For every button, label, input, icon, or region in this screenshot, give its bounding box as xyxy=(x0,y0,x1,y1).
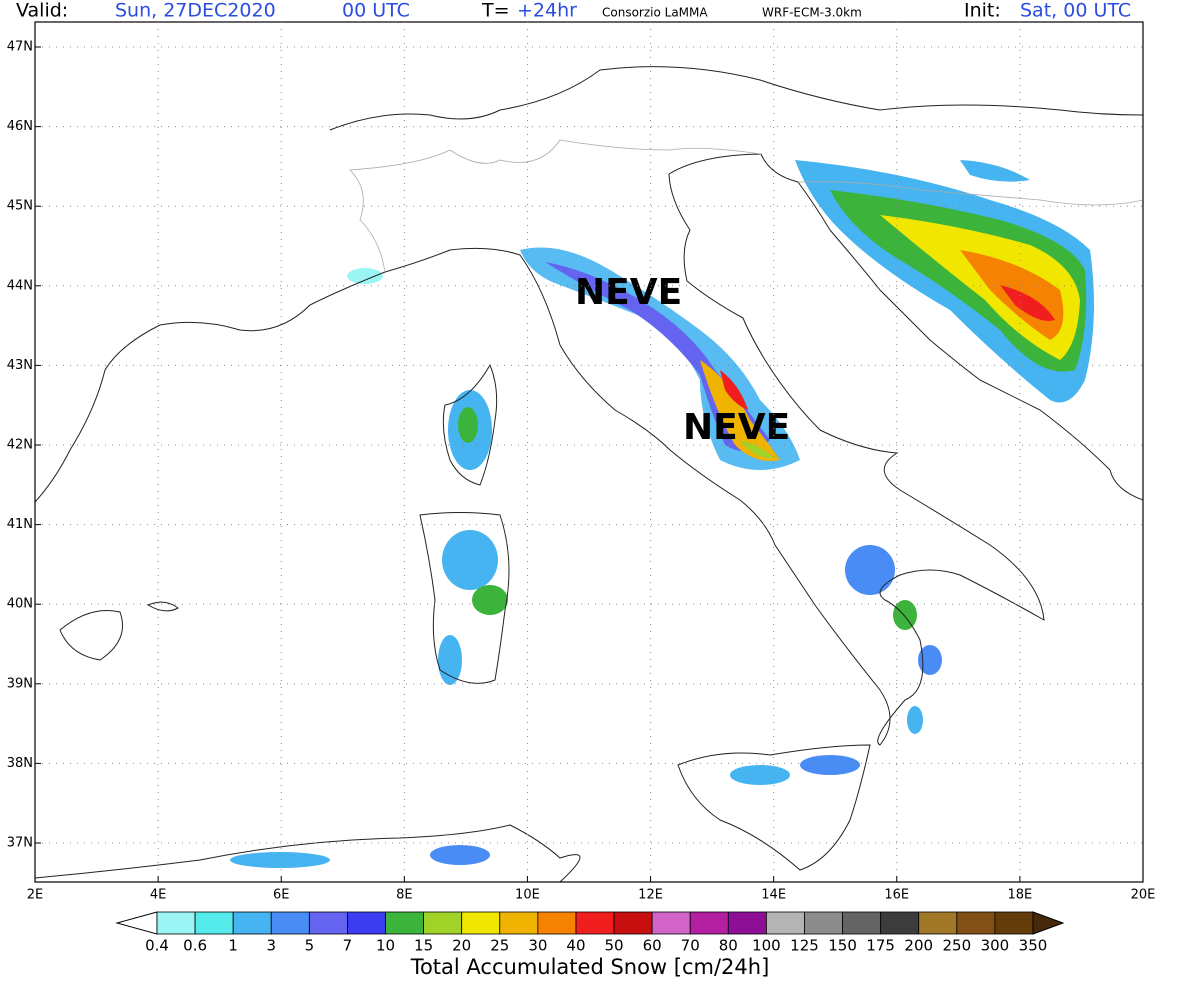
colorbar-label: 0.6 xyxy=(183,937,207,955)
lon-label: 14E xyxy=(761,888,786,903)
colorbar-label: 5 xyxy=(305,937,315,955)
colorbar-box xyxy=(880,911,920,935)
colorbar-label: 175 xyxy=(866,937,895,955)
colorbar-label: 20 xyxy=(452,937,471,955)
colorbar-label: 100 xyxy=(752,937,781,955)
map: NEVE NEVE 47N 46N 45N 44N 43N 42N 41N 40N 39N 38N… xyxy=(7,21,1156,903)
colorbar-box xyxy=(613,911,653,935)
colorbar-under xyxy=(115,911,158,935)
colorbar-label: 40 xyxy=(566,937,585,955)
colorbar-label: 300 xyxy=(981,937,1010,955)
colorbar-label: 250 xyxy=(943,937,972,955)
colorbar-box xyxy=(651,911,691,935)
valid-hour: 00 UTC xyxy=(342,0,410,22)
colorbar-label: 200 xyxy=(904,937,933,955)
colorbar-box xyxy=(347,911,386,935)
lat-label: 38N xyxy=(7,756,33,771)
lon-label: 12E xyxy=(638,888,663,903)
colorbar-box xyxy=(918,911,958,935)
colorbar-box xyxy=(994,911,1034,935)
colorbar-label: 150 xyxy=(828,937,857,955)
lon-label: 20E xyxy=(1131,888,1156,903)
lon-label: 16E xyxy=(884,888,909,903)
colorbar-box xyxy=(689,911,729,935)
colorbar-label: 1 xyxy=(228,937,238,955)
lead-label: T= xyxy=(481,0,510,22)
lat-label: 46N xyxy=(7,119,33,134)
lat-label: 42N xyxy=(7,438,33,453)
lat-label: 41N xyxy=(7,517,33,532)
colorbar-box xyxy=(499,911,539,935)
colorbar-label: 10 xyxy=(376,937,395,955)
colorbar-box xyxy=(842,911,882,935)
colorbar-box xyxy=(423,911,463,935)
colorbar-label: 25 xyxy=(490,937,509,955)
annotation: NEVE xyxy=(683,407,790,448)
snow-field xyxy=(230,160,1094,868)
lat-label: 39N xyxy=(7,676,33,691)
colorbar-box xyxy=(156,911,196,935)
colorbar-box xyxy=(194,911,234,935)
lon-label: 2E xyxy=(27,888,44,903)
map-frame xyxy=(34,21,1144,883)
colorbar-box xyxy=(461,911,501,935)
colorbar-label: 0.4 xyxy=(145,937,169,955)
lon-label: 18E xyxy=(1008,888,1033,903)
lead-time: +24hr xyxy=(517,0,577,22)
valid-label: Valid: xyxy=(16,0,68,22)
init-time: Sat, 00 UTC xyxy=(1020,0,1131,22)
annotation: NEVE xyxy=(575,272,682,313)
lat-label: 43N xyxy=(7,358,33,373)
lat-label: 47N xyxy=(7,40,33,55)
colorbar-box xyxy=(575,911,615,935)
model: WRF-ECM-3.0km xyxy=(762,6,862,20)
lat-label: 37N xyxy=(7,836,33,851)
institution: Consorzio LaMMA xyxy=(602,6,708,20)
lon-label: 4E xyxy=(150,888,167,903)
coastlines xyxy=(35,66,1143,882)
colorbar-box xyxy=(232,911,272,935)
colorbar-box xyxy=(956,911,996,935)
lat-label: 44N xyxy=(7,278,33,293)
lat-label: 40N xyxy=(7,597,33,612)
colorbar-over xyxy=(1032,911,1065,935)
colorbar-label: 350 xyxy=(1019,937,1048,955)
colorbar-box xyxy=(270,911,310,935)
borders xyxy=(349,139,1143,273)
lon-label: 8E xyxy=(396,888,413,903)
colorbar-label: 50 xyxy=(604,937,623,955)
colorbar-box xyxy=(537,911,577,935)
lon-label: 6E xyxy=(273,888,290,903)
init-label: Init: xyxy=(964,0,1001,22)
colorbar-label: 7 xyxy=(343,937,353,955)
colorbar-label: 70 xyxy=(681,937,700,955)
lon-label: 10E xyxy=(515,888,540,903)
colorbar-label: 3 xyxy=(266,937,276,955)
lat-label: 45N xyxy=(7,199,33,214)
colorbar-label: 80 xyxy=(719,937,738,955)
colorbar-label: 125 xyxy=(790,937,819,955)
colorbar-label: 30 xyxy=(528,937,547,955)
valid-date: Sun, 27DEC2020 xyxy=(115,0,276,22)
colorbar-label: 15 xyxy=(414,937,433,955)
colorbar-box xyxy=(308,911,348,935)
colorbar-label: 60 xyxy=(643,937,662,955)
map-content xyxy=(35,66,1143,882)
colorbar-title: Total Accumulated Snow [cm/24h] xyxy=(410,955,770,979)
colorbar-box xyxy=(804,911,843,935)
colorbar-box xyxy=(385,911,425,935)
colorbar-box xyxy=(765,911,805,935)
colorbar-box xyxy=(727,911,767,935)
